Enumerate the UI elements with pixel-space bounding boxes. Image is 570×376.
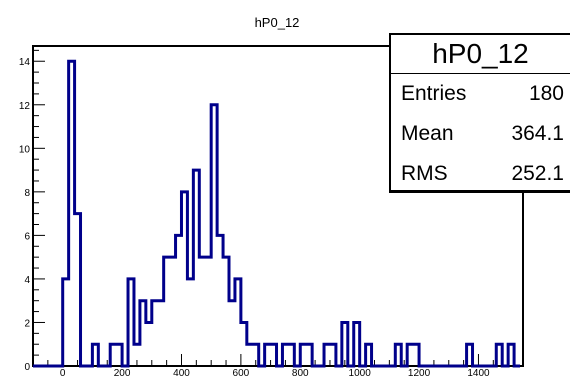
x-tick-label: 0 (60, 368, 66, 376)
stats-entries-row: Entries 180 (391, 74, 570, 114)
x-tick-label: 1200 (408, 368, 431, 376)
y-tick-label: 4 (24, 275, 30, 286)
x-tick-label: 200 (114, 368, 131, 376)
x-tick-label: 400 (173, 368, 190, 376)
x-tick-label: 1400 (467, 368, 490, 376)
y-tick-label: 6 (24, 231, 30, 242)
x-tick-label: 600 (233, 368, 250, 376)
y-tick-label: 2 (24, 318, 30, 329)
stats-box: hP0_12 Entries 180 Mean 364.1 RMS 252.1 (389, 33, 570, 193)
rms-label: RMS (401, 162, 448, 185)
rms-value: 252.1 (511, 162, 564, 185)
chart-title: hP0_12 (255, 15, 300, 30)
y-tick-label: 12 (19, 101, 31, 112)
histogram-line (33, 59, 521, 368)
y-axis: 0 2 4 6 8 10 12 14 (19, 49, 45, 373)
x-tick-label: 800 (292, 368, 309, 376)
stats-mean-row: Mean 364.1 (391, 114, 570, 154)
y-tick-label: 14 (19, 57, 31, 68)
stats-rms-row: RMS 252.1 (391, 154, 570, 194)
mean-value: 364.1 (511, 122, 564, 145)
y-tick-label: 10 (19, 144, 31, 155)
entries-label: Entries (401, 82, 467, 105)
x-tick-label: 1000 (349, 368, 372, 376)
stats-title: hP0_12 (391, 35, 570, 74)
y-tick-label: 8 (24, 188, 30, 199)
mean-label: Mean (401, 122, 454, 145)
y-tick-label: 0 (24, 362, 30, 373)
entries-value: 180 (528, 82, 564, 105)
